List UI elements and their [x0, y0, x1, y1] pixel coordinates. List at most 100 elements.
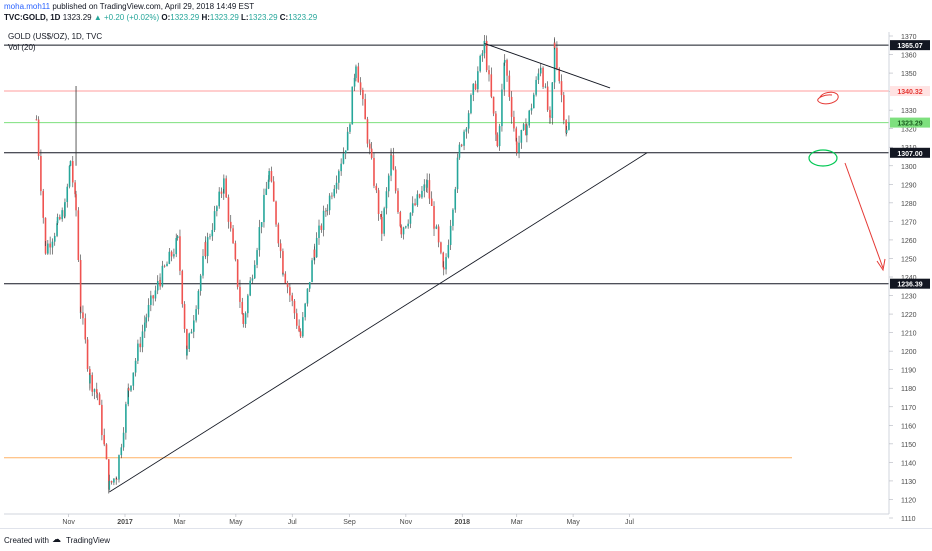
candle-up: [445, 257, 447, 270]
candle-up: [452, 209, 454, 226]
candle-up: [483, 40, 486, 54]
candle-up: [118, 455, 120, 480]
candle-down: [152, 295, 154, 299]
candle-up: [253, 264, 256, 279]
candle-up: [61, 210, 63, 220]
y-tick-label: 1320: [901, 127, 917, 134]
trendlines[interactable]: [109, 42, 648, 493]
candle-up: [426, 180, 428, 188]
candle-down: [139, 343, 141, 348]
candle-down: [380, 213, 382, 217]
candle-down: [298, 325, 300, 332]
candle-down: [364, 99, 366, 120]
candle-down: [77, 210, 80, 261]
candle-down: [75, 194, 77, 211]
candle-down: [515, 141, 518, 153]
y-tick-label: 1220: [901, 312, 917, 319]
candle-down: [549, 116, 551, 119]
price-label-box: [890, 86, 930, 97]
candle-down: [563, 95, 565, 121]
price-axis[interactable]: 1110 1120 1130 1140 1150 1160 1170 1180 1190 1200…: [889, 34, 917, 523]
candle-up: [260, 222, 263, 228]
x-tick-label: Nov: [62, 519, 75, 526]
y-tick-label: 1290: [901, 182, 917, 189]
candle-up: [411, 203, 414, 213]
candle-down: [525, 124, 527, 136]
price-chart[interactable]: 1110 1120 1130 1140 1150 1160 1170 1180 1190 1200…: [0, 0, 932, 528]
candle-up: [518, 142, 520, 153]
candle-up: [533, 94, 535, 109]
candle-down: [227, 197, 230, 222]
candle-down: [272, 181, 275, 202]
open-value: 1323.29: [170, 13, 200, 22]
candle-up: [161, 265, 164, 287]
y-tick-label: 1330: [901, 108, 917, 115]
publication-line: moha.moh11 published on TradingView.com,…: [4, 2, 254, 11]
candle-up: [137, 343, 139, 361]
y-tick-label: 1140: [901, 460, 916, 467]
candle-up: [387, 175, 390, 192]
candle-down: [101, 404, 103, 436]
candle-down: [370, 148, 373, 158]
candle-up: [53, 235, 56, 242]
y-tick-label: 1190: [901, 368, 916, 375]
candle-up: [66, 186, 69, 202]
candle-down: [397, 190, 399, 213]
candle-down: [79, 260, 82, 313]
candle-up: [501, 89, 503, 127]
candle-up: [175, 238, 178, 255]
candle-down: [279, 243, 282, 252]
candle-up: [223, 178, 225, 190]
candle-up: [218, 191, 220, 207]
trendline-resistance: [484, 42, 611, 89]
candle-up: [528, 110, 531, 126]
candle-up: [551, 82, 554, 119]
candle-down: [433, 206, 435, 229]
candle-up: [458, 144, 461, 158]
price-label-text: 1340.32: [897, 89, 922, 96]
author-link[interactable]: moha.moh11: [4, 2, 51, 11]
open-label: O:: [161, 13, 171, 22]
candle-up: [113, 478, 115, 483]
red-arrow-head: [876, 258, 886, 272]
footer: Created with ☁ TradingView: [0, 528, 932, 551]
y-tick-label: 1230: [901, 294, 917, 301]
candle-down: [220, 191, 223, 194]
candle-up: [479, 55, 481, 72]
candle-up: [481, 53, 484, 56]
price-label-text: 1365.07: [897, 43, 922, 50]
candle-down: [460, 144, 463, 146]
candle-down: [414, 203, 416, 206]
time-axis[interactable]: Nov 2017 Mar May Jul Sep Nov 2018 Mar May Jul: [62, 514, 634, 526]
candle-down: [556, 47, 558, 69]
price-label-text: 1236.39: [897, 282, 922, 289]
candle-down: [558, 68, 561, 82]
candle-up: [188, 333, 191, 349]
candle-down: [565, 120, 567, 133]
candle-down: [82, 312, 84, 319]
candle-up: [520, 129, 523, 143]
up-arrow-icon: ▲: [93, 13, 102, 22]
candle-up: [154, 290, 157, 299]
x-tick-label: Jul: [625, 519, 634, 526]
y-tick-label: 1150: [901, 442, 916, 449]
candle-down: [103, 435, 105, 445]
candle-down: [313, 249, 316, 258]
candle-up: [213, 211, 216, 230]
candle-down: [37, 119, 40, 156]
candle-up: [553, 42, 556, 83]
y-tick-label: 1120: [901, 497, 916, 504]
candle-down: [105, 444, 108, 460]
candle-down: [430, 198, 433, 207]
plot-area[interactable]: [4, 32, 889, 514]
candle-up: [477, 71, 479, 90]
trendline-support: [109, 152, 648, 493]
candle-down: [282, 251, 284, 275]
tradingview-brand[interactable]: TradingView: [66, 536, 111, 545]
candle-up: [335, 182, 338, 189]
x-tick-label: Jul: [288, 519, 297, 526]
candle-up: [383, 208, 385, 234]
candle-up: [127, 388, 129, 405]
candle-up: [216, 206, 218, 212]
x-tick-label: Mar: [173, 519, 186, 526]
